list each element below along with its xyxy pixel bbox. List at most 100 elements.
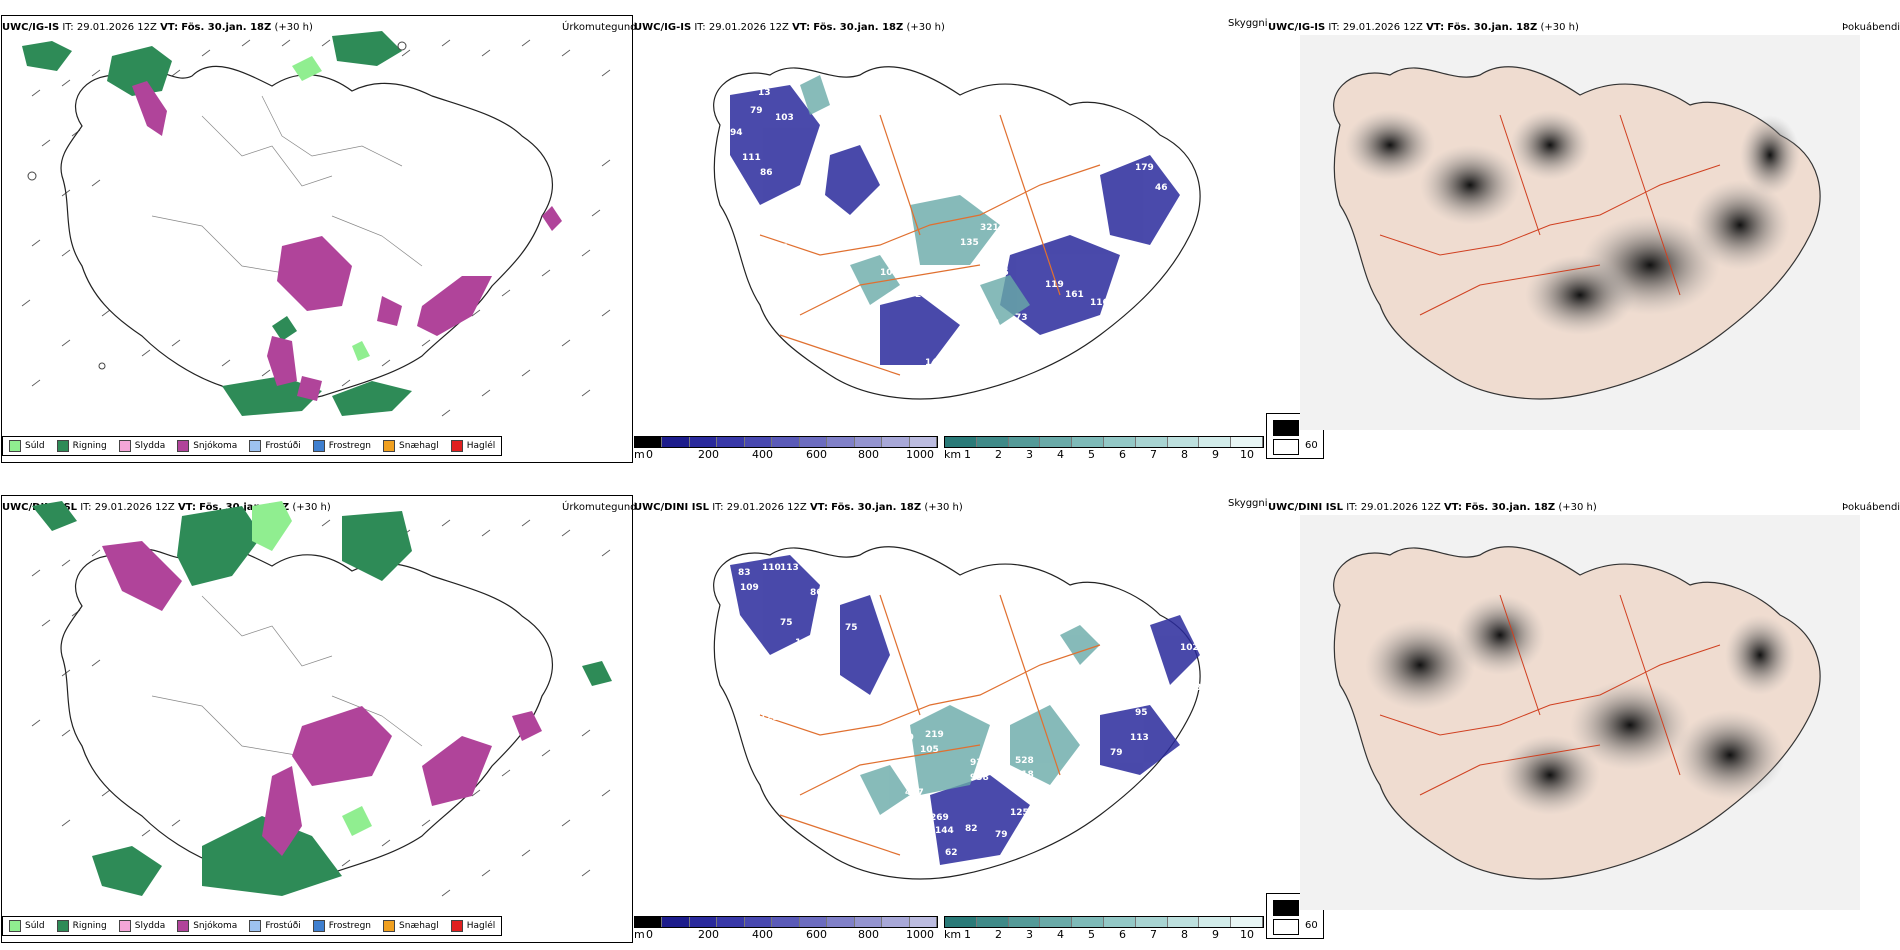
svg-text:150: 150 — [895, 733, 914, 743]
svg-text:935: 935 — [970, 758, 989, 768]
panel-title-vis-1: Skyggni — [1228, 18, 1268, 29]
svg-text:938: 938 — [970, 773, 989, 783]
svg-text:127: 127 — [1100, 673, 1119, 683]
cbar-bin — [1072, 917, 1104, 927]
cbar-bin — [1103, 437, 1136, 447]
precip-legend-2: Súld Rigning Slydda Snjókoma Frostúði Fr… — [2, 916, 503, 936]
svg-text:103: 103 — [775, 113, 794, 123]
cbar-bin — [689, 437, 718, 447]
panel-title-vis-2: Skyggni — [1228, 498, 1268, 509]
svg-text:113: 113 — [780, 563, 799, 573]
svg-text:13: 13 — [758, 88, 771, 98]
svg-text:111: 111 — [742, 153, 761, 163]
row-1: UWC/IG-IS IT: 29.01.2026 12Z VT: Fös. 30… — [0, 0, 1900, 470]
cbar-bin — [772, 917, 800, 927]
cbar-bin — [827, 437, 855, 447]
cbar-bin — [717, 917, 745, 927]
svg-text:147: 147 — [1100, 658, 1119, 668]
svg-text:528: 528 — [1015, 756, 1034, 766]
svg-text:107: 107 — [795, 638, 814, 648]
svg-text:83: 83 — [856, 706, 869, 716]
svg-text:101: 101 — [770, 243, 789, 253]
svg-text:75: 75 — [845, 623, 858, 633]
legend-swatch — [177, 440, 190, 452]
legend-item-slydda: Slydda — [118, 440, 165, 452]
svg-text:219: 219 — [925, 730, 944, 740]
cbar-bin — [635, 437, 663, 447]
svg-text:26: 26 — [1110, 603, 1123, 613]
cbar-bin — [772, 437, 800, 447]
svg-text:86: 86 — [760, 168, 773, 178]
svg-text:240: 240 — [915, 290, 934, 300]
panel-title-precip-2: Úrkomutegund — [562, 502, 637, 513]
svg-text:119: 119 — [1045, 280, 1064, 290]
cbar-bin — [1167, 917, 1200, 927]
visibility-map-2: 83 110 113 109 86 75 107 70 75 72 83 123… — [680, 515, 1240, 910]
legend-item-snaehagl: Snæhagl — [383, 920, 439, 932]
svg-text:69: 69 — [815, 140, 828, 150]
svg-text:116: 116 — [1090, 298, 1109, 308]
svg-text:141: 141 — [925, 358, 944, 368]
svg-text:125: 125 — [990, 268, 1009, 278]
legend-swatch — [312, 920, 325, 932]
km-colorbar-2 — [944, 916, 1264, 928]
cbar-bin — [1103, 917, 1136, 927]
legend-swatch — [56, 920, 69, 932]
legend-swatch — [118, 440, 131, 452]
svg-text:92: 92 — [1155, 253, 1168, 263]
panel-title-precip-1: Úrkomutegund — [562, 22, 637, 33]
svg-text:54: 54 — [910, 378, 923, 388]
cbar-bin — [635, 917, 663, 927]
svg-text:79: 79 — [1120, 263, 1133, 273]
svg-text:179: 179 — [1135, 163, 1154, 173]
svg-text:321: 321 — [980, 223, 999, 233]
svg-text:89: 89 — [1195, 683, 1208, 693]
legend-item-rigning: Rigning — [56, 920, 107, 932]
svg-text:83: 83 — [738, 568, 751, 578]
svg-text:46: 46 — [1155, 183, 1168, 193]
svg-text:110: 110 — [762, 563, 781, 573]
cbar-bin — [1135, 917, 1168, 927]
vis-labels-2: 83 110 113 109 86 75 107 70 75 72 83 123… — [738, 563, 1208, 858]
legend-item-frostudi: Frostúði — [249, 920, 301, 932]
cbar-bin — [909, 917, 937, 927]
svg-text:79: 79 — [750, 106, 763, 116]
height-colorbar-2 — [634, 916, 938, 928]
cbar-bin — [1199, 917, 1232, 927]
legend-item-frostregn: Frostregn — [312, 440, 371, 452]
svg-text:125: 125 — [1010, 808, 1029, 818]
legend-item-frostudi: Frostúði — [249, 440, 301, 452]
legend-item-rigning: Rigning — [56, 440, 107, 452]
legend-swatch — [9, 440, 21, 452]
cbar-bin — [1231, 437, 1263, 447]
cbar-bin — [909, 437, 937, 447]
svg-text:83: 83 — [870, 208, 883, 218]
svg-text:75: 75 — [1070, 328, 1083, 338]
precip-legend-1: Súld Rigning Slydda Snjókoma Frostúði Fr… — [2, 436, 503, 456]
legend-swatch — [383, 920, 396, 932]
svg-text:109: 109 — [740, 583, 759, 593]
svg-text:123: 123 — [760, 713, 779, 723]
svg-text:72: 72 — [830, 698, 843, 708]
svg-text:115: 115 — [960, 356, 979, 366]
svg-text:79: 79 — [1110, 748, 1123, 758]
cbar-bin — [744, 437, 773, 447]
fog-legend-black — [1273, 900, 1299, 916]
cbar-bin — [976, 917, 1009, 927]
svg-text:72: 72 — [910, 391, 923, 401]
svg-text:110: 110 — [980, 318, 999, 328]
svg-text:73: 73 — [1015, 313, 1028, 323]
legend-swatch — [312, 440, 325, 452]
svg-text:79: 79 — [995, 830, 1008, 840]
height-colorbar-1 — [634, 436, 938, 448]
legend-item-snaehagl: Snæhagl — [383, 440, 439, 452]
legend-item-frostregn: Frostregn — [312, 920, 371, 932]
legend-swatch — [118, 920, 131, 932]
cbar-bin — [744, 917, 773, 927]
svg-text:75: 75 — [970, 338, 983, 348]
legend-item-snjokoma: Snjókoma — [177, 920, 237, 932]
legend-swatch — [177, 920, 190, 932]
svg-text:199: 199 — [1117, 693, 1136, 703]
svg-text:161: 161 — [1065, 290, 1084, 300]
panel-header-vis-1: UWC/IG-IS IT: 29.01.2026 12Z VT: Fös. 30… — [634, 22, 945, 33]
